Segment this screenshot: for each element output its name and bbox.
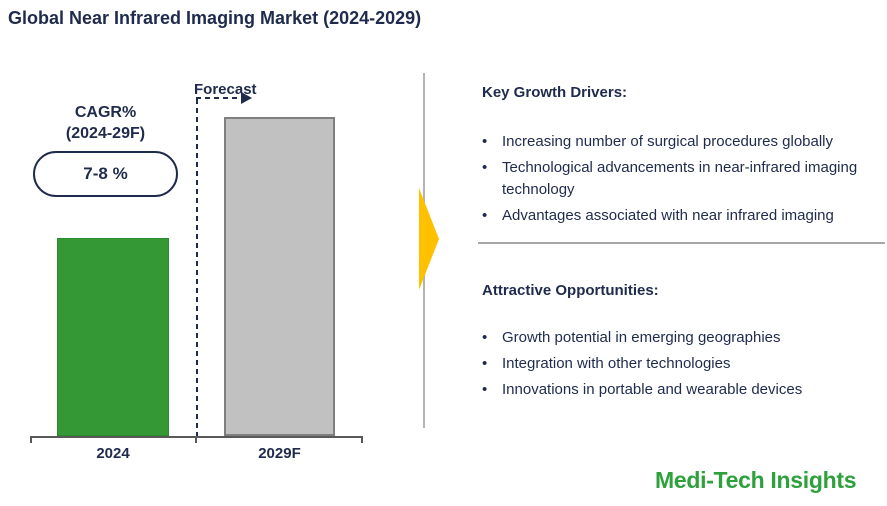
forecast-dashed-line-horizontal [196,97,242,99]
forecast-dashed-line-vertical [196,99,198,436]
key-growth-drivers-list: • Increasing number of surgical procedur… [482,131,880,231]
heading-key-growth-drivers: Key Growth Drivers: [482,84,628,101]
list-item: • Advantages associated with near infrar… [482,205,880,227]
medi-tech-insights-logo: Medi-Tech Insights [655,467,857,493]
bullet-icon: • [482,133,488,150]
cagr-value-pill: 7-8 % [33,151,178,197]
bar-2024 [57,238,169,436]
cagr-value: 7-8 % [83,164,128,183]
attractive-opportunities-list: • Growth potential in emerging geographi… [482,327,880,405]
horizontal-divider [478,242,885,244]
list-item: • Innovations in portable and wearable d… [482,379,880,401]
yellow-arrow-icon [419,188,439,290]
list-item-text: Growth potential in emerging geographies [502,329,781,346]
x-label-2029f: 2029F [258,445,301,462]
forecast-label: Forecast [194,81,257,98]
list-item-text: Increasing number of surgical procedures… [502,133,834,150]
forecast-arrowhead-icon [241,92,252,104]
list-item-text: Integration with other technologies [502,355,731,372]
list-item-text: Advantages associated with near infrared… [502,207,834,224]
list-item-text: Innovations in portable and wearable dev… [502,381,803,398]
bullet-icon: • [482,381,488,398]
x-label-2024: 2024 [96,445,130,462]
cagr-label-line2: (2024-29F) [65,125,146,142]
x-axis-middle-tick [195,436,197,443]
cagr-label-line1: CAGR% [74,104,137,121]
list-item: • Growth potential in emerging geographi… [482,327,880,349]
bullet-icon: • [482,207,488,224]
heading-attractive-opportunities: Attractive Opportunities: [482,282,659,299]
list-item: • Increasing number of surgical procedur… [482,131,880,153]
list-item: • Technological advancements in near-inf… [482,157,880,201]
bullet-icon: • [482,159,488,176]
cagr-label: CAGR% (2024-29F) [33,102,178,144]
list-item: • Integration with other technologies [482,353,880,375]
page-title: Global Near Infrared Imaging Market (202… [8,8,422,28]
bullet-icon: • [482,329,488,346]
bullet-icon: • [482,355,488,372]
list-item-text: Technological advancements in near-infra… [502,159,858,198]
bar-2029f [224,117,335,436]
